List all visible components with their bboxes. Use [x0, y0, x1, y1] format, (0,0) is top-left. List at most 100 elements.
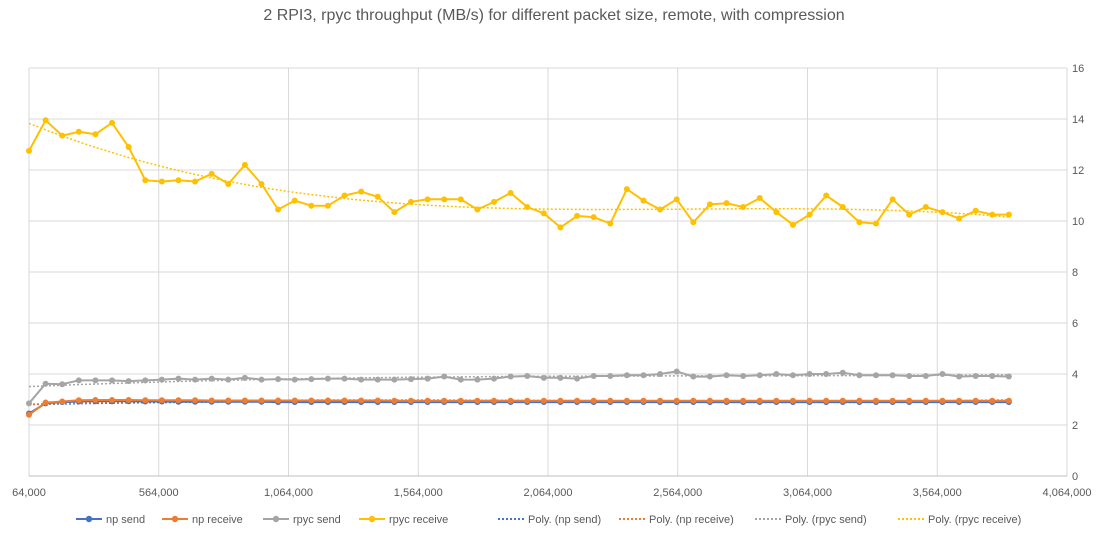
- data-point-rpyc-send: [507, 373, 514, 380]
- data-point-rpyc-receive: [225, 181, 232, 188]
- data-point-rpyc-receive: [26, 147, 32, 154]
- data-point-np-receive: [740, 397, 747, 404]
- y-tick-label: 6: [1072, 318, 1078, 330]
- data-point-rpyc-receive: [690, 219, 697, 226]
- data-point-rpyc-receive: [391, 209, 398, 216]
- data-point-rpyc-receive: [623, 186, 630, 193]
- axes: 0 2 4 6 8 10 12 14 16 64,000 564,000 1,064,000 1,564…: [12, 63, 1091, 499]
- data-point-rpyc-receive: [823, 192, 830, 199]
- data-point-np-receive: [889, 397, 896, 404]
- data-point-rpyc-send: [540, 374, 547, 381]
- legend-item: Poly. (np receive): [619, 514, 734, 526]
- data-point-np-receive: [241, 397, 248, 404]
- data-point-rpyc-send: [789, 372, 796, 379]
- data-point-np-receive: [557, 397, 564, 404]
- data-point-rpyc-send: [208, 375, 215, 382]
- legend-label: rpyc send: [293, 514, 341, 526]
- data-point-np-receive: [291, 397, 298, 404]
- data-point-rpyc-send: [740, 373, 747, 380]
- chart-title: 2 RPI3, rpyc throughput (MB/s) for diffe…: [263, 7, 845, 24]
- y-tick-label: 12: [1072, 165, 1084, 177]
- x-tick-label: 4,064,000: [1043, 487, 1092, 499]
- data-point-rpyc-receive: [75, 128, 82, 135]
- data-point-rpyc-receive: [956, 215, 963, 222]
- data-point-rpyc-receive: [424, 196, 431, 203]
- data-point-np-receive: [607, 397, 614, 404]
- data-point-rpyc-receive: [939, 209, 946, 216]
- data-point-rpyc-receive: [673, 196, 680, 203]
- data-point-rpyc-receive: [407, 198, 414, 205]
- legend-swatch-marker: [171, 515, 179, 523]
- data-point-rpyc-receive: [507, 189, 514, 196]
- legend-label: np send: [106, 514, 145, 526]
- data-point-np-receive: [26, 411, 32, 418]
- data-point-rpyc-receive: [291, 197, 298, 204]
- data-point-rpyc-receive: [540, 210, 547, 217]
- data-point-rpyc-receive: [524, 203, 531, 210]
- data-point-np-receive: [972, 397, 979, 404]
- data-point-rpyc-receive: [308, 202, 315, 209]
- data-point-np-receive: [457, 397, 464, 404]
- data-point-rpyc-receive: [374, 193, 381, 200]
- data-point-np-receive: [424, 397, 431, 404]
- data-point-np-receive: [640, 397, 647, 404]
- data-point-rpyc-send: [706, 373, 713, 380]
- data-point-rpyc-receive: [856, 219, 863, 226]
- data-point-rpyc-send: [773, 371, 780, 377]
- data-point-rpyc-send: [125, 378, 132, 385]
- legend-swatch-marker: [85, 515, 93, 523]
- data-point-rpyc-send: [358, 376, 365, 383]
- x-tick-label: 64,000: [12, 487, 46, 499]
- data-point-rpyc-send: [341, 375, 348, 382]
- trendline-rpyc-receive: [28, 122, 1009, 218]
- data-point-rpyc-send: [26, 400, 32, 407]
- legend: np send np receive rpyc send rpyc receive Po…: [76, 514, 1021, 526]
- data-point-rpyc-send: [673, 368, 680, 375]
- data-point-np-receive: [507, 397, 514, 404]
- trendline-rpyc-send: [28, 374, 1009, 388]
- data-point-rpyc-send: [109, 377, 116, 384]
- x-tick-label: 3,564,000: [913, 487, 962, 499]
- data-point-rpyc-receive: [92, 131, 99, 138]
- legend-swatch-marker: [368, 515, 376, 523]
- data-point-np-receive: [540, 397, 547, 404]
- data-point-np-receive: [839, 397, 846, 404]
- data-point-rpyc-send: [42, 380, 49, 387]
- data-point-np-receive: [1005, 397, 1012, 404]
- data-point-rpyc-receive: [158, 178, 165, 185]
- data-point-np-receive: [823, 397, 830, 404]
- data-point-rpyc-send: [524, 373, 531, 380]
- x-tick-label: 1,064,000: [264, 487, 313, 499]
- data-point-np-receive: [806, 397, 813, 404]
- data-point-rpyc-send: [424, 375, 431, 382]
- data-point-np-receive: [358, 397, 365, 404]
- gridlines: [28, 67, 1068, 477]
- y-tick-label: 2: [1072, 420, 1078, 432]
- data-point-np-receive: [939, 397, 946, 404]
- x-tick-label: 1,564,000: [394, 487, 443, 499]
- legend-swatch-marker: [272, 515, 280, 523]
- data-point-rpyc-send: [939, 371, 946, 377]
- data-point-np-receive: [208, 397, 215, 404]
- data-point-np-receive: [706, 397, 713, 404]
- y-tick-label: 14: [1072, 114, 1084, 126]
- data-point-np-receive: [657, 397, 664, 404]
- data-point-np-receive: [524, 397, 531, 404]
- y-tick-label: 0: [1072, 471, 1078, 483]
- data-point-rpyc-send: [308, 376, 315, 383]
- series-line-rpyc-receive: [28, 119, 1009, 229]
- x-tick-label: 2,064,000: [524, 487, 573, 499]
- data-point-rpyc-receive: [358, 188, 365, 195]
- data-point-rpyc-receive: [474, 206, 481, 213]
- data-point-np-receive: [374, 397, 381, 404]
- data-point-rpyc-receive: [723, 200, 730, 207]
- data-point-rpyc-send: [59, 381, 66, 388]
- data-series: [26, 117, 1012, 418]
- x-tick-label: 3,064,000: [783, 487, 832, 499]
- data-point-rpyc-receive: [607, 220, 614, 227]
- data-point-np-receive: [125, 397, 132, 404]
- data-point-rpyc-send: [275, 376, 282, 383]
- data-point-rpyc-receive: [640, 197, 647, 204]
- data-point-rpyc-send: [607, 373, 614, 380]
